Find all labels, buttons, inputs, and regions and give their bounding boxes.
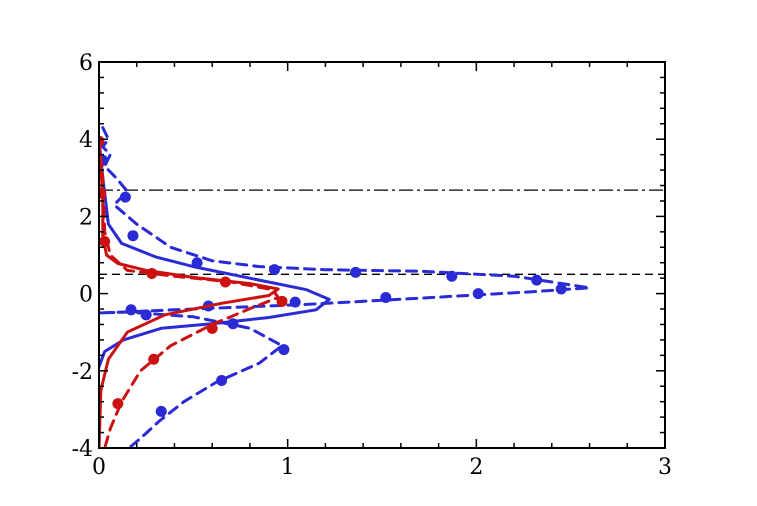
x-tick-label: 1 <box>281 455 295 480</box>
data-point-2-17 <box>216 374 228 386</box>
data-point-2-5 <box>350 266 362 278</box>
data-point-2-18 <box>155 405 167 417</box>
x-tick-label: 3 <box>658 455 672 480</box>
y-tick-label: 6 <box>79 51 93 76</box>
data-point-2-14 <box>125 304 137 316</box>
reference-lines <box>99 189 665 275</box>
x-tick-label: 0 <box>92 455 106 480</box>
series-line-1 <box>99 137 331 369</box>
data-point-2-1 <box>119 191 131 203</box>
y-tick-label: 4 <box>79 128 93 153</box>
data-point-2-10 <box>380 291 392 303</box>
y-tick-label: -2 <box>72 360 93 385</box>
data-point-2-7 <box>531 274 543 286</box>
data-point-2-6 <box>446 270 458 282</box>
data-point-5-0 <box>99 135 105 147</box>
data-point-2-8 <box>555 283 567 295</box>
y-tick-label: -4 <box>72 437 93 462</box>
data-point-2-11 <box>289 296 301 308</box>
plot-frame <box>98 61 666 449</box>
data-point-2-16 <box>278 344 290 356</box>
y-tick-label: 0 <box>79 283 93 308</box>
data-point-2-3 <box>191 257 203 269</box>
y-tick-labels: -4 -2 0 2 4 6 <box>72 51 93 462</box>
series-layer <box>99 126 591 448</box>
data-point-5-5 <box>276 295 288 307</box>
y-tick-label: 2 <box>79 205 93 230</box>
plot-background <box>99 62 665 448</box>
x-tick-label: 2 <box>469 455 483 480</box>
data-point-5-3 <box>146 268 158 280</box>
data-point-2-15 <box>227 318 239 330</box>
data-point-5-1 <box>99 187 107 199</box>
data-point-2-13 <box>140 309 152 321</box>
data-point-2-2 <box>127 230 139 242</box>
data-point-5-6 <box>206 322 218 334</box>
data-point-5-8 <box>112 398 124 410</box>
x-tick-labels: 0 1 2 3 <box>92 455 672 480</box>
data-point-5-7 <box>148 353 160 365</box>
data-point-2-9 <box>472 288 484 300</box>
data-point-5-2 <box>99 235 111 247</box>
tick-marks <box>98 61 666 449</box>
data-point-2-4 <box>268 264 280 276</box>
data-point-5-4 <box>219 276 231 288</box>
